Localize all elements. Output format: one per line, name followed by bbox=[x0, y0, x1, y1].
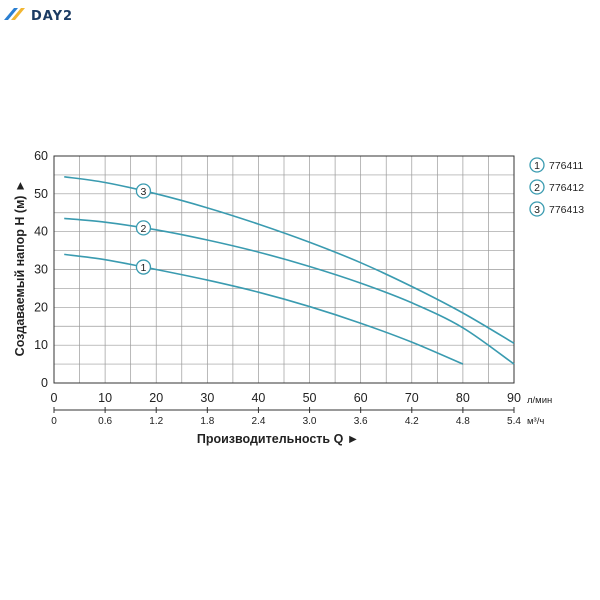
chart-ticks: 0 10 20 30 40 50 60 0 10 20 30 40 50 60 70 80 90 0 0.6 1.2 1… bbox=[34, 149, 521, 427]
x-tick-label: 90 bbox=[507, 391, 521, 405]
secondary-x-tick-label: 1.8 bbox=[200, 416, 214, 427]
series-marker-label-3: 3 bbox=[141, 186, 147, 198]
legend-marker-3 bbox=[529, 201, 545, 217]
legend-marker-label-2: 2 bbox=[534, 182, 540, 194]
y-tick-label: 30 bbox=[34, 263, 48, 277]
secondary-x-tick-label: 0 bbox=[51, 416, 57, 427]
legend-marker-label-1: 1 bbox=[534, 160, 540, 172]
x-axis-title: Производительность Q ► bbox=[197, 432, 359, 446]
secondary-x-tick-label: 2.4 bbox=[251, 416, 265, 427]
secondary-x-tick-label: 3.0 bbox=[303, 416, 317, 427]
series-marker-2 bbox=[135, 220, 152, 236]
brand-logo: DAY2 bbox=[4, 8, 73, 24]
x-tick-label: 80 bbox=[456, 391, 470, 405]
x-axis-secondary-unit: м³/ч bbox=[527, 416, 544, 427]
x-tick-label: 10 bbox=[98, 391, 112, 405]
chart-grid bbox=[54, 156, 514, 383]
secondary-x-tick-label: 1.2 bbox=[149, 416, 163, 427]
secondary-x-tick-label: 4.2 bbox=[405, 416, 419, 427]
y-tick-label: 60 bbox=[34, 149, 48, 163]
secondary-x-tick-label: 5.4 bbox=[507, 416, 521, 427]
chart-axes bbox=[53, 155, 515, 413]
x-axis-unit: л/мин bbox=[527, 395, 552, 406]
legend-marker-label-3: 3 bbox=[534, 204, 540, 216]
series-marker-label-2: 2 bbox=[141, 223, 147, 235]
series-line-1 bbox=[64, 253, 464, 365]
x-tick-label: 20 bbox=[149, 391, 163, 405]
x-tick-label: 60 bbox=[354, 391, 368, 405]
plot-frame bbox=[53, 155, 515, 384]
legend-marker-2 bbox=[529, 179, 545, 195]
series-marker-3 bbox=[135, 183, 152, 199]
y-axis-title: Создаваемый напор Н (м) ► bbox=[13, 180, 27, 357]
legend-marker-1 bbox=[529, 157, 545, 173]
x-tick-label: 50 bbox=[303, 391, 317, 405]
secondary-x-tick-label: 0.6 bbox=[98, 416, 112, 427]
y-tick-label: 50 bbox=[34, 187, 48, 201]
logo-text: DAY2 bbox=[31, 9, 73, 24]
x-tick-label: 30 bbox=[200, 391, 214, 405]
logo-mark-icon-accent bbox=[11, 8, 25, 20]
x-tick-label: 40 bbox=[251, 391, 265, 405]
y-tick-label: 20 bbox=[34, 300, 48, 314]
x-tick-label: 70 bbox=[405, 391, 419, 405]
chart-legend: 1 776411 2 776412 3 776413 bbox=[529, 157, 584, 217]
y-tick-label: 10 bbox=[34, 338, 48, 352]
series-line-2 bbox=[64, 217, 515, 365]
secondary-x-tick-label: 4.8 bbox=[456, 416, 470, 427]
x-tick-label: 0 bbox=[51, 391, 58, 405]
legend-entry-2: 776412 bbox=[549, 182, 584, 194]
series-marker-1 bbox=[135, 259, 152, 275]
logo-mark-icon bbox=[4, 8, 18, 20]
legend-entry-1: 776411 bbox=[549, 160, 583, 172]
chart-series: 1 2 3 bbox=[64, 176, 515, 365]
y-tick-label: 0 bbox=[41, 376, 48, 390]
secondary-x-tick-label: 3.6 bbox=[354, 416, 368, 427]
y-tick-label: 40 bbox=[34, 225, 48, 239]
legend-entry-3: 776413 bbox=[549, 204, 584, 216]
series-line-3 bbox=[64, 176, 515, 344]
series-marker-label-1: 1 bbox=[141, 262, 147, 274]
